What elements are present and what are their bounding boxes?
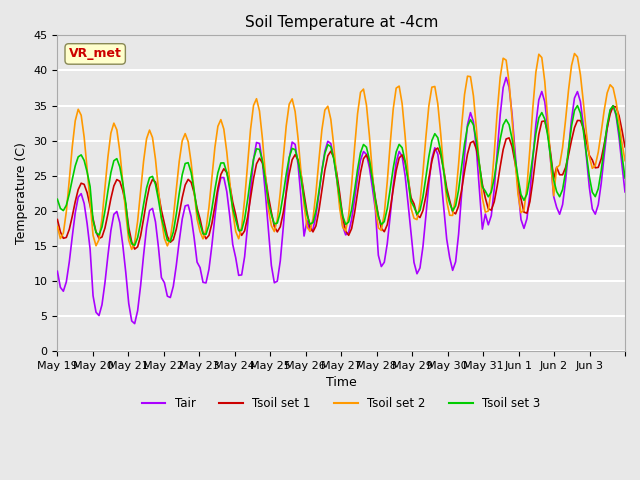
Y-axis label: Temperature (C): Temperature (C) [15, 143, 28, 244]
Title: Soil Temperature at -4cm: Soil Temperature at -4cm [244, 15, 438, 30]
Legend: Tair, Tsoil set 1, Tsoil set 2, Tsoil set 3: Tair, Tsoil set 1, Tsoil set 2, Tsoil se… [137, 392, 545, 415]
Text: VR_met: VR_met [68, 48, 122, 60]
X-axis label: Time: Time [326, 376, 356, 389]
